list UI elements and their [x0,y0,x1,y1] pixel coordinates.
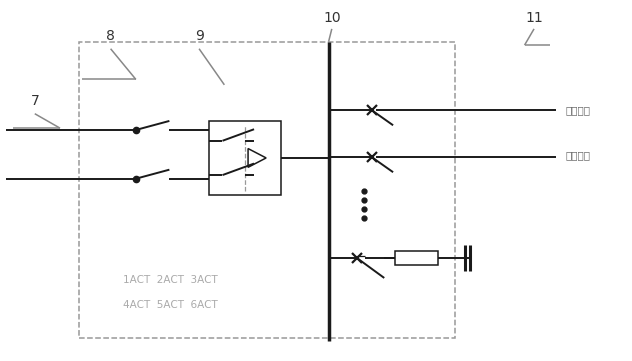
Text: 4ACT  5ACT  6ACT: 4ACT 5ACT 6ACT [123,300,218,310]
Text: 8: 8 [106,29,115,43]
Text: 1ACT  2ACT  3ACT: 1ACT 2ACT 3ACT [123,275,218,285]
Text: 9: 9 [195,29,204,43]
Bar [209,121,281,195]
Text: 用电设备: 用电设备 [566,150,591,160]
Text: 10: 10 [323,11,341,25]
Text: 7: 7 [30,94,39,108]
Text: 用电设备: 用电设备 [566,105,591,115]
Text: 11: 11 [525,11,543,25]
Bar [395,251,438,265]
